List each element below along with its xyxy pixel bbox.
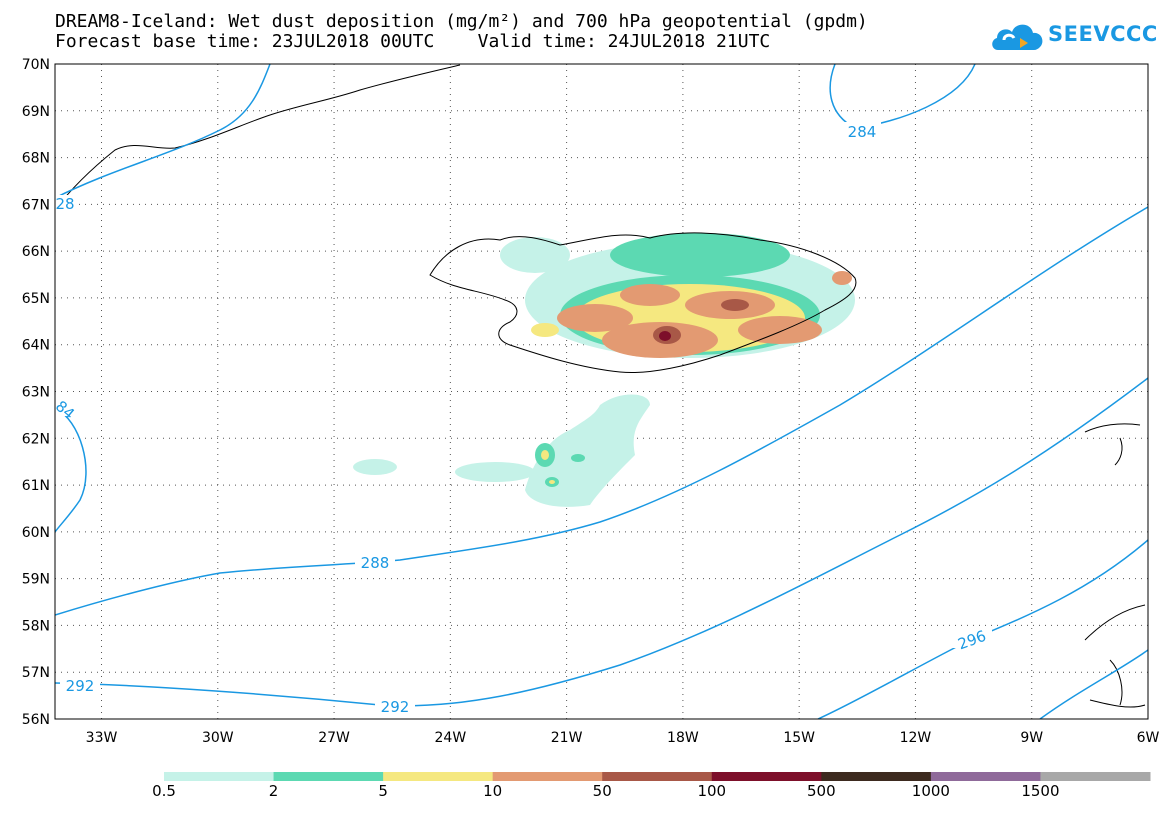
lat-tick-label: 57N [22, 665, 50, 681]
legend-label: 10 [483, 782, 503, 800]
lon-tick-label: 27W [318, 730, 350, 746]
lat-tick-label: 59N [22, 572, 50, 588]
lat-tick-label: 58N [22, 618, 50, 634]
lat-tick-label: 60N [22, 525, 50, 541]
contour-label-28-edge: 28 [55, 195, 74, 213]
axis-labels: 33W 30W 27W 24W 21W 18W 15W 12W 9W 6W 70N 69N 68N 67N… [22, 57, 1160, 746]
lat-tick-label: 63N [22, 385, 50, 401]
seevccc-logo: SEEVCCC [990, 16, 1157, 56]
logo-text: SEEVCCC [1048, 22, 1158, 46]
dust-deposition-shading [353, 233, 855, 507]
contour-label-284: 284 [848, 123, 877, 141]
map-frame [54, 63, 1149, 720]
legend-label: 5 [378, 782, 388, 800]
contour-label-288: 288 [361, 554, 390, 572]
lon-tick-label: 12W [900, 730, 932, 746]
contour-label-292-west: 292 [66, 677, 95, 695]
lat-tick-label: 62N [22, 431, 50, 447]
lon-tick-label: 15W [783, 730, 815, 746]
legend-label: 50 [592, 782, 612, 800]
lon-tick-label: 33W [86, 730, 118, 746]
chart-title: DREAM8-Iceland: Wet dust deposition (mg/… [55, 11, 868, 32]
coastlines [55, 64, 1146, 708]
lat-tick-label: 66N [22, 244, 50, 260]
lon-tick-label: 6W [1137, 730, 1160, 746]
forecast-times: Forecast base time: 23JUL2018 00UTC Vali… [55, 31, 771, 52]
cloud-icon [992, 24, 1043, 50]
lon-tick-label: 18W [667, 730, 699, 746]
lon-tick-label: 21W [551, 730, 583, 746]
geopotential-contours [55, 64, 1148, 719]
lat-tick-label: 67N [22, 197, 50, 213]
lat-tick-label: 65N [22, 291, 50, 307]
lat-tick-label: 61N [22, 478, 50, 494]
lon-tick-label: 9W [1020, 730, 1043, 746]
legend-label: 100 [697, 782, 727, 800]
lat-tick-label: 69N [22, 104, 50, 120]
lat-tick-label: 64N [22, 338, 50, 354]
lon-tick-label: 24W [435, 730, 467, 746]
lat-tick-label: 56N [22, 712, 50, 728]
legend-label: 0.5 [152, 782, 176, 800]
legend-label: 1000 [911, 782, 950, 800]
legend-label: 2 [268, 782, 279, 800]
legend-label: 500 [807, 782, 836, 800]
contour-label-292-south: 292 [381, 698, 410, 716]
legend-label: 1500 [1021, 782, 1060, 800]
lat-tick-label: 68N [22, 151, 50, 167]
lon-tick-label: 30W [202, 730, 234, 746]
lat-tick-label: 70N [22, 57, 50, 73]
